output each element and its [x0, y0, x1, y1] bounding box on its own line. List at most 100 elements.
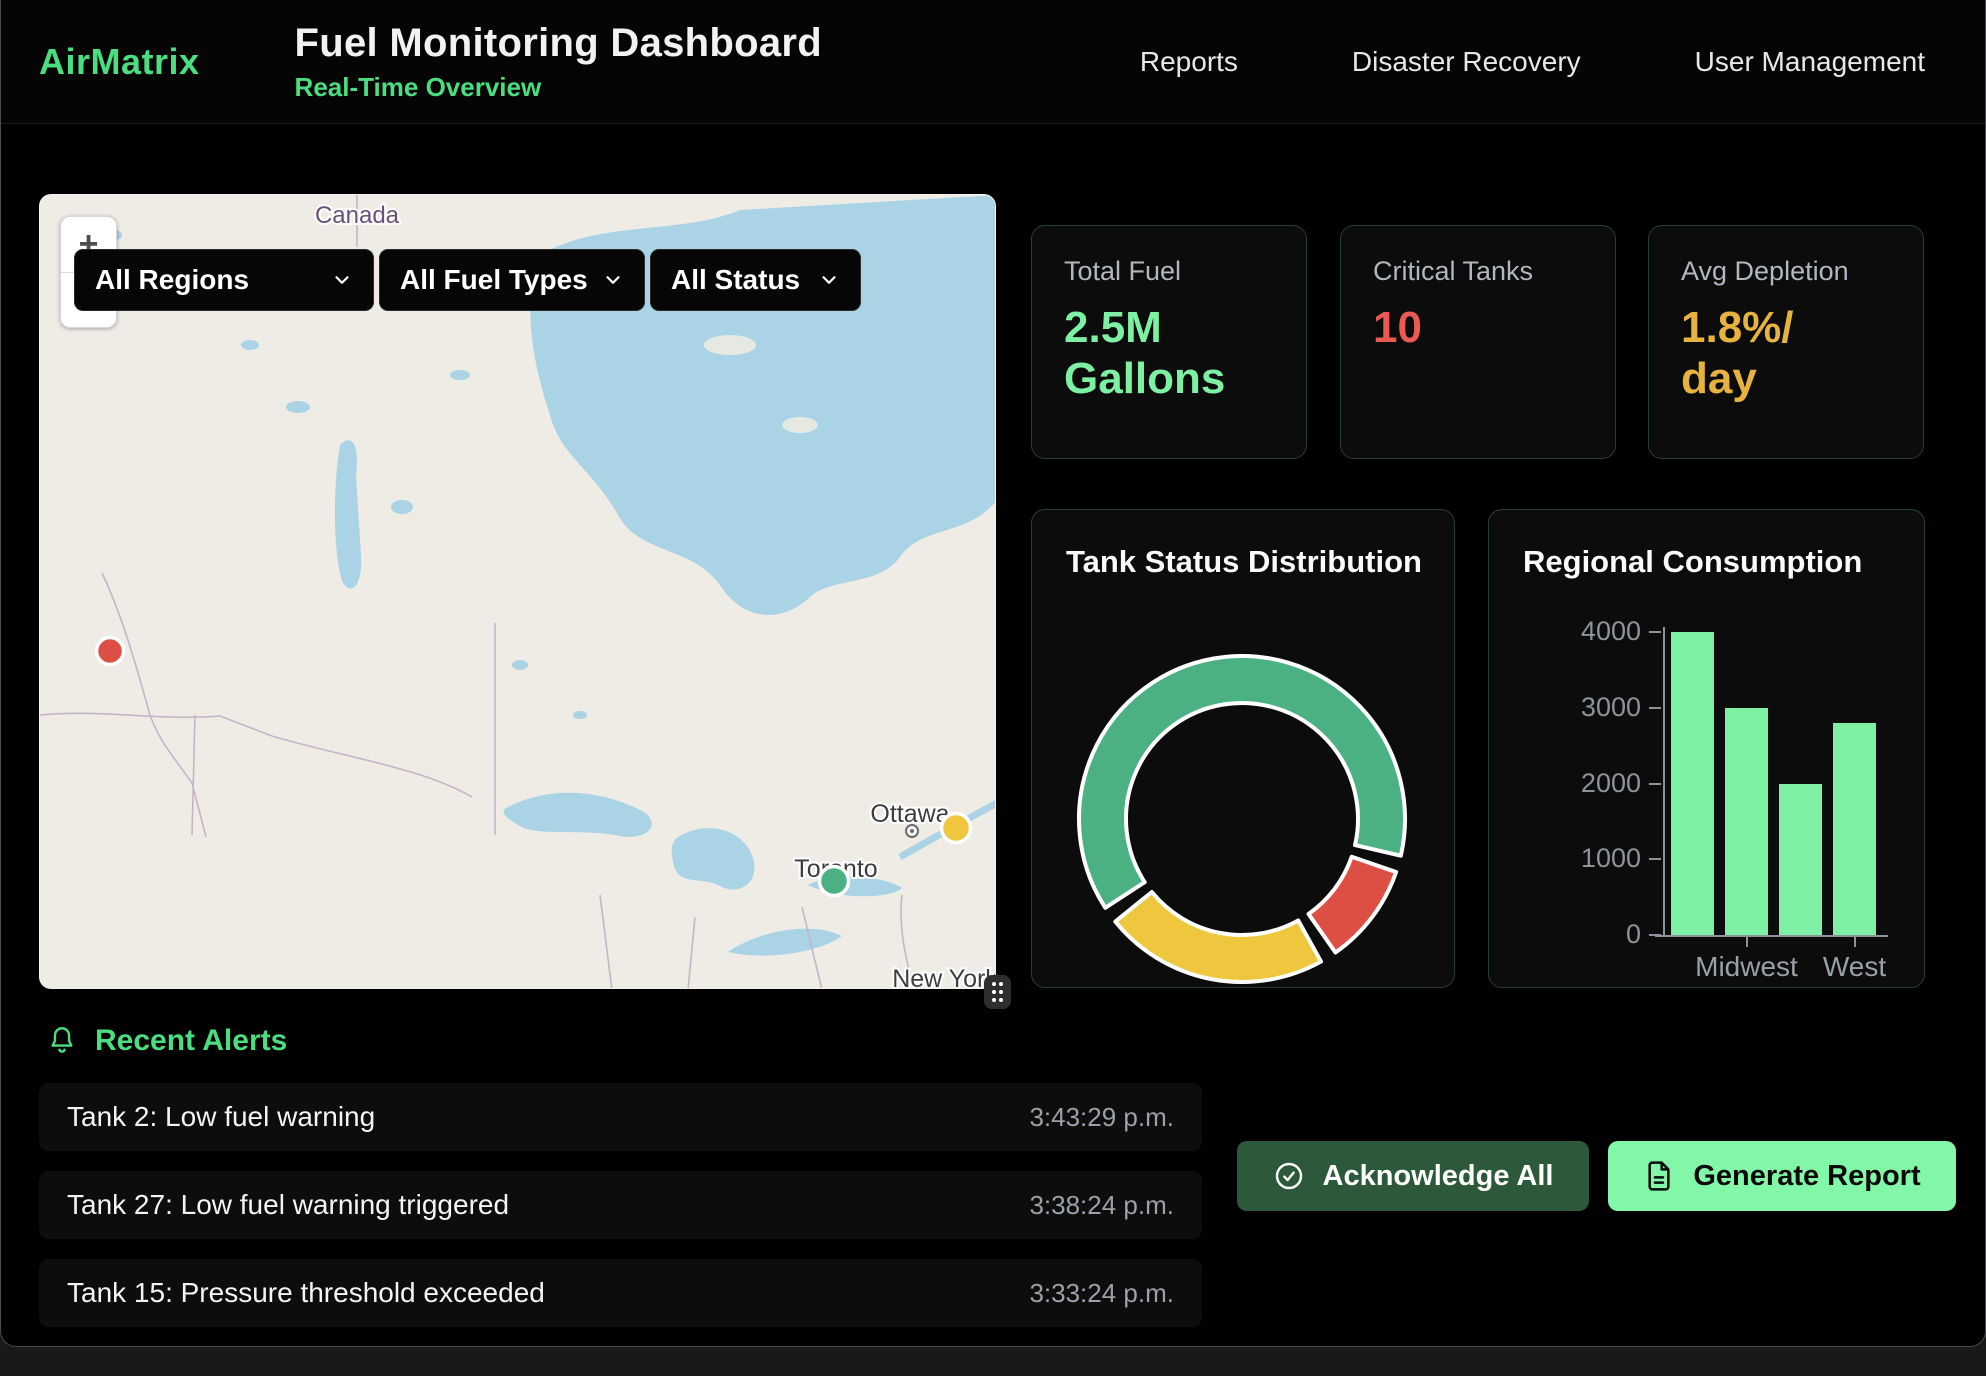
acknowledge-all-label: Acknowledge All: [1322, 1159, 1554, 1192]
donut-segment-red: [1306, 854, 1399, 955]
map-lake: [512, 660, 528, 670]
bar-y-tick-label: 1000: [1580, 843, 1641, 874]
stat-label: Total Fuel: [1064, 256, 1182, 286]
alert-time: 3:33:24 p.m.: [1029, 1277, 1174, 1308]
alert-row[interactable]: Tank 2: Low fuel warning 3:43:29 p.m.: [39, 1083, 1202, 1151]
map-label-country: Canada: [315, 202, 400, 229]
bar-x-tick: [1853, 937, 1856, 947]
donut-segment-yellow: [1113, 890, 1324, 984]
region-filter-dropdown[interactable]: All Regions: [74, 249, 374, 311]
donut-segment-green: [1077, 654, 1407, 910]
stat-value: 1.8%/ day: [1681, 303, 1794, 403]
bar-3: [1833, 722, 1876, 935]
alert-time: 3:43:29 p.m.: [1029, 1101, 1174, 1132]
stat-value: 2.5M Gallons: [1064, 303, 1226, 403]
page-subtitle: Real-Time Overview: [294, 71, 542, 102]
map-label-ottawa: Ottawa: [870, 800, 949, 828]
title-block: Fuel Monitoring Dashboard Real-Time Over…: [295, 21, 822, 103]
bar-y-tick: [1649, 858, 1661, 861]
map-borders: [40, 195, 915, 988]
stat-label: Avg Depletion: [1681, 256, 1849, 286]
alert-row[interactable]: Tank 27: Low fuel warning triggered 3:38…: [39, 1171, 1202, 1239]
map-lake: [450, 370, 470, 380]
tank-marker-normal[interactable]: [817, 864, 851, 898]
stat-card-critical-tanks: Critical Tanks 10: [1340, 225, 1616, 459]
map-water-hudson-bay: [530, 195, 995, 615]
chevron-down-icon: [335, 276, 349, 284]
dashboard-frame: AirMatrix Fuel Monitoring Dashboard Real…: [0, 0, 1986, 1347]
map-lake-erie: [728, 928, 842, 956]
stat-card-avg-depletion: Avg Depletion 1.8%/ day: [1648, 225, 1924, 459]
bar-y-tick: [1649, 782, 1661, 785]
bar-1: [1725, 707, 1768, 935]
map-lake-huron: [671, 828, 755, 890]
map-canvas[interactable]: Canada Ottawa Toronto New York: [40, 195, 996, 989]
generate-report-button[interactable]: Generate Report: [1608, 1141, 1956, 1211]
stat-value: 10: [1373, 303, 1422, 352]
alert-message: Tank 27: Low fuel warning triggered: [67, 1189, 510, 1220]
bar-x-tick-label: Midwest: [1695, 951, 1798, 982]
map-filter-row: All Regions All Fuel Types All Status: [74, 249, 861, 311]
tank-status-card: Tank Status Distribution: [1031, 509, 1455, 988]
status-filter-value: All Status: [671, 264, 801, 295]
fuel-type-filter-value: All Fuel Types: [400, 264, 588, 295]
map-island: [782, 417, 818, 433]
bell-icon: [51, 1027, 73, 1053]
donut-chart: [1077, 654, 1407, 984]
bar-y-axis: [1663, 627, 1665, 937]
alert-time: 3:38:24 p.m.: [1029, 1189, 1174, 1220]
status-filter-dropdown[interactable]: All Status: [650, 249, 861, 311]
bar-chart-title: Regional Consumption: [1523, 544, 1863, 579]
map-lake: [573, 711, 587, 719]
nav-item-reports[interactable]: Reports: [1139, 45, 1238, 77]
report-document-icon: [1648, 1161, 1670, 1191]
fuel-type-filter-dropdown[interactable]: All Fuel Types: [379, 249, 645, 311]
bar-2: [1779, 783, 1822, 935]
map-island: [704, 335, 756, 355]
bar-x-tick: [1745, 937, 1748, 947]
bar-x-axis: [1655, 935, 1888, 937]
chevron-down-icon: [606, 276, 620, 284]
check-circle-icon: [1275, 1162, 1302, 1190]
map-label-new-york: New York: [892, 965, 996, 989]
alert-message: Tank 15: Pressure threshold exceeded: [67, 1277, 545, 1308]
nav-item-disaster-recovery[interactable]: Disaster Recovery: [1351, 45, 1581, 77]
alert-message: Tank 2: Low fuel warning: [67, 1101, 376, 1132]
alert-row[interactable]: Tank 15: Pressure threshold exceeded 3:3…: [39, 1259, 1202, 1327]
chevron-down-icon: [822, 276, 836, 284]
nav-menu: Reports Disaster Recovery User Managemen…: [1140, 46, 1925, 78]
stat-card-total-fuel: Total Fuel 2.5M Gallons: [1031, 225, 1307, 459]
recent-alerts-header: Recent Alerts: [45, 1024, 287, 1058]
page-title: Fuel Monitoring Dashboard: [294, 20, 823, 65]
regional-consumption-card: Regional Consumption 0 1000 2000 3000 4000 Mi…: [1488, 509, 1925, 988]
region-filter-value: All Regions: [95, 264, 250, 295]
stat-label: Critical Tanks: [1373, 256, 1534, 286]
bar-y-tick-label: 2000: [1580, 767, 1641, 798]
nav-item-user-management[interactable]: User Management: [1694, 45, 1925, 77]
bar-0: [1671, 632, 1714, 935]
map-resize-grip[interactable]: [984, 975, 1011, 1009]
fuel-map[interactable]: Canada Ottawa Toronto New York + − All R…: [39, 194, 996, 989]
donut-chart-title: Tank Status Distribution: [1066, 544, 1422, 579]
ottawa-city-icon-dot: [910, 829, 914, 833]
bar-y-tick-label: 3000: [1580, 691, 1641, 722]
recent-alerts-title: Recent Alerts: [95, 1024, 288, 1057]
map-lake: [391, 500, 413, 514]
bar-y-tick-label: 0: [1625, 919, 1641, 949]
bar-y-tick: [1649, 631, 1661, 633]
app-logo: AirMatrix: [39, 40, 200, 82]
bar-y-tick: [1649, 934, 1661, 936]
tank-marker-critical[interactable]: [94, 635, 126, 667]
top-nav-bar: AirMatrix Fuel Monitoring Dashboard Real…: [1, 0, 1985, 124]
tank-marker-warning[interactable]: [939, 811, 973, 845]
map-lake: [241, 340, 259, 350]
generate-report-label: Generate Report: [1693, 1159, 1921, 1192]
acknowledge-all-button[interactable]: Acknowledge All: [1237, 1141, 1589, 1211]
map-lake: [286, 401, 310, 413]
bar-plot: 0 1000 2000 3000 4000 Midwest West: [1489, 510, 1926, 989]
bar-y-tick: [1649, 706, 1661, 709]
bar-x-tick-label: West: [1822, 951, 1887, 982]
map-lake: [334, 440, 362, 589]
bar-y-tick-label: 4000: [1580, 616, 1641, 646]
map-lake-superior: [503, 792, 652, 837]
